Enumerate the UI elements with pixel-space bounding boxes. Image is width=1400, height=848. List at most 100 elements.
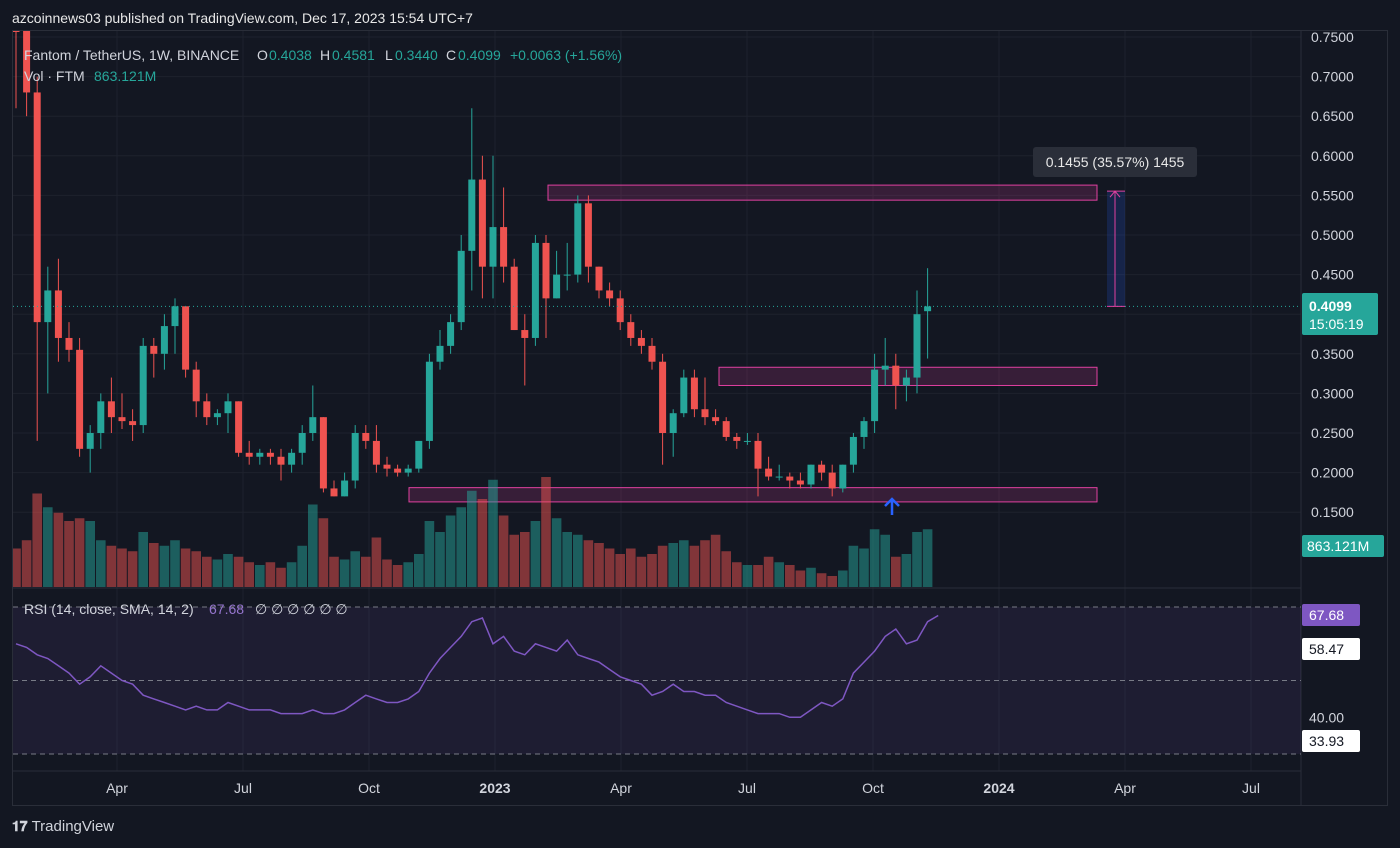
candle-body — [871, 369, 879, 422]
price-range-measure[interactable]: 0.1455 (35.57%) 1455 — [1033, 147, 1197, 307]
candle-body — [65, 337, 73, 350]
candle-body — [266, 452, 274, 457]
volume-bar — [700, 540, 710, 587]
volume-bar — [350, 551, 360, 587]
volume-bar — [498, 515, 509, 587]
candle-body — [542, 242, 550, 299]
candle-body — [754, 440, 762, 469]
candle-body — [500, 227, 508, 267]
candle-body — [97, 401, 105, 433]
candle-body — [849, 436, 857, 465]
volume-bar — [149, 543, 159, 587]
rsi-ma-badge — [1302, 638, 1360, 660]
price-tick: 0.5500 — [1311, 187, 1354, 203]
candle-body — [860, 421, 868, 437]
volume-bar — [265, 562, 276, 587]
candle-body — [44, 290, 52, 323]
candle-body — [129, 421, 137, 426]
time-tick: 2023 — [479, 780, 510, 796]
candle-body — [372, 440, 380, 465]
candle-body — [606, 290, 614, 299]
candle-body — [743, 440, 751, 442]
volume-bar — [339, 559, 350, 587]
candle-body — [796, 480, 804, 485]
resistance-support-zones[interactable] — [408, 184, 1098, 503]
brand-name: TradingView — [31, 818, 115, 835]
volume-bar — [191, 551, 201, 587]
rsi-line — [15, 614, 939, 719]
candle-body — [563, 274, 571, 276]
volume-bar — [785, 565, 795, 587]
volume-bar — [488, 479, 498, 587]
candle-body — [171, 306, 179, 327]
legend-rsi-label: RSI (14, close, SMA, 14, 2) — [24, 601, 194, 617]
volume-bar — [838, 570, 848, 587]
volume-bar — [583, 540, 594, 587]
volume-bar — [467, 490, 477, 587]
rsi-level-tick: 40.00 — [1309, 709, 1344, 725]
candle-body — [288, 452, 296, 465]
candle-body — [86, 433, 94, 449]
candle-body — [457, 250, 465, 323]
candle-body — [54, 290, 62, 338]
rsi-low-badge — [1302, 730, 1360, 752]
volume-bar — [244, 562, 254, 587]
candle-body — [637, 337, 645, 346]
candle-body — [701, 409, 709, 418]
legend-rsi-value: 67.68 — [209, 601, 244, 617]
volume-bar — [742, 565, 753, 587]
chart-panel[interactable]: 0.1455 (35.57%) 1455 0.7500 0.7000 0.6500 0… — [12, 30, 1388, 806]
volume-bar — [859, 548, 869, 587]
candle-body — [775, 476, 783, 478]
price-tick: 0.7000 — [1311, 69, 1354, 85]
candle-body — [256, 452, 264, 457]
volume-bar — [562, 532, 572, 587]
publisher-caption: azcoinnews03 published on TradingView.co… — [12, 10, 473, 26]
candle-body — [839, 464, 847, 489]
candle-body — [818, 464, 826, 473]
price-tick: 0.6000 — [1311, 148, 1354, 164]
measure-arrow-icon — [1109, 190, 1121, 198]
volume-bar — [594, 543, 604, 587]
volume-bar — [106, 545, 117, 587]
volume-bar — [276, 567, 286, 587]
measure-label: 0.1455 (35.57%) 1455 — [1046, 154, 1185, 170]
candle-body — [913, 314, 921, 378]
legend-close-key: C — [446, 47, 456, 63]
volume-bar — [710, 534, 721, 587]
volume-bar — [520, 532, 530, 587]
time-tick: Oct — [862, 780, 884, 796]
volume-bar — [604, 548, 615, 587]
volume-bar — [806, 567, 816, 587]
volume-bar — [286, 562, 297, 587]
price-axis[interactable]: 0.7500 0.7000 0.6500 0.6000 0.5500 0.5000 0.45… — [1302, 31, 1384, 752]
candle-body — [680, 377, 688, 414]
volume-bar — [657, 545, 668, 587]
volume-bar — [456, 507, 466, 587]
legend: Fantom / TetherUS, 1W, BINANCE O 0.4038 … — [24, 47, 622, 617]
price-tick: 0.4500 — [1311, 267, 1354, 283]
candle-body — [733, 436, 741, 441]
chart-canvas[interactable]: 0.1455 (35.57%) 1455 0.75000.70000.65000… — [13, 31, 1387, 805]
volume-bar — [615, 554, 625, 587]
candle-body — [309, 417, 317, 433]
volume-bar — [869, 529, 880, 587]
arrow-shape — [884, 497, 900, 515]
volume-bar — [509, 534, 519, 587]
footer[interactable]: 𝟏𝟕 TradingView — [12, 818, 114, 835]
volume-bar — [636, 556, 647, 587]
volume-badge-value: 863.121M — [1307, 538, 1369, 554]
candle-body — [574, 203, 582, 275]
volume-bar — [679, 540, 689, 587]
price-tick: 0.1500 — [1311, 504, 1354, 520]
volume-bar — [223, 554, 233, 587]
candle-body — [510, 266, 518, 331]
time-axis[interactable]: Apr Jul Oct 2023 Apr Jul Oct 2024 Apr Jul — [106, 780, 1260, 796]
candle-body — [881, 365, 889, 370]
current-price-badge — [1302, 293, 1378, 335]
volume-bar — [64, 521, 74, 587]
countdown: 15:05:19 — [1309, 316, 1364, 332]
candle-body — [23, 31, 31, 93]
candle-body — [245, 452, 253, 457]
volume-bar — [445, 515, 456, 587]
